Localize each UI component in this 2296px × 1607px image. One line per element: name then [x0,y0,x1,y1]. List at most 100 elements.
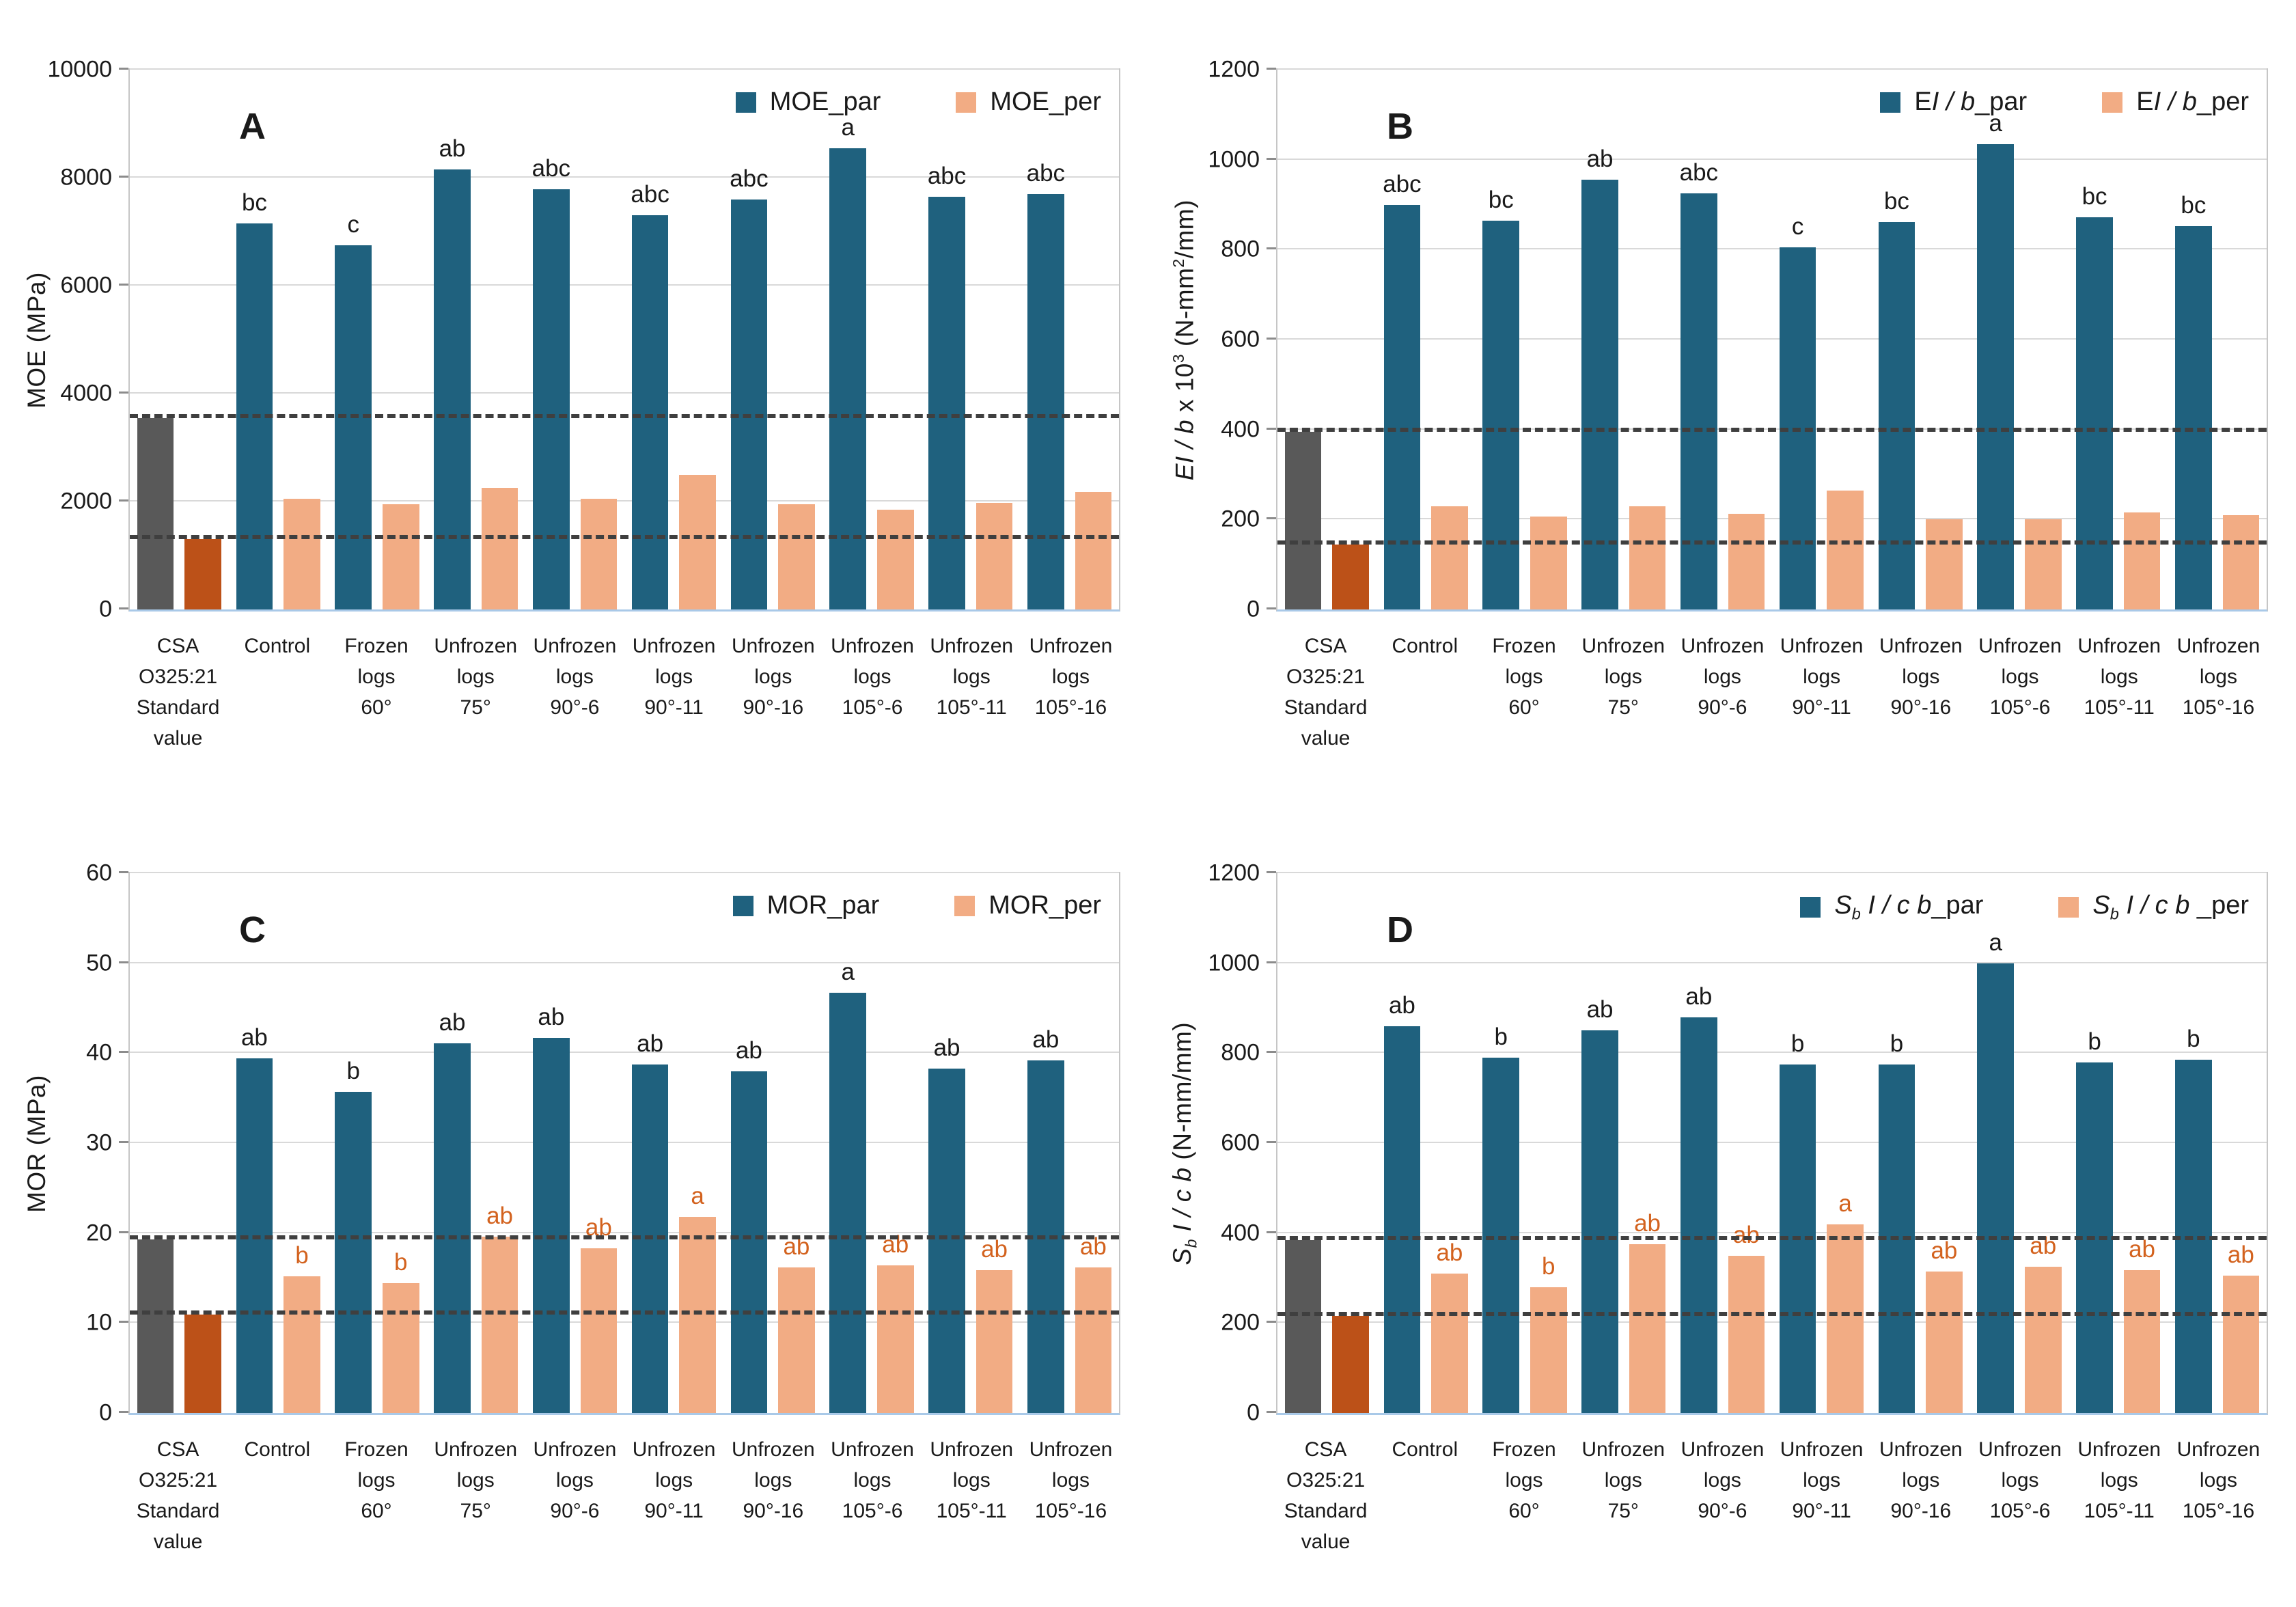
significance-letter: ab [1685,983,1713,1010]
x-axis-category-label: Unfrozen logs 90°-6 [525,618,624,754]
x-axis-category-line: 105°-6 [842,696,903,719]
text-fragment: S [1168,1248,1197,1265]
x-axis-category-label: Unfrozen logs 75° [426,1422,525,1557]
x-axis-category-line: Unfrozen [434,1438,518,1461]
x-axis-category-line: 90°-16 [743,1500,804,1522]
bar-parallel [1482,220,1520,609]
y-axis-tick-label: 2000 [60,488,112,514]
x-axis-category-label: Unfrozen logs 90°-16 [723,1422,822,1557]
gridline [1277,1052,2267,1054]
bar-parallel [1383,1026,1421,1413]
text-fragment: (N-mm [1170,267,1199,354]
x-axis-category-line: logs [1902,1469,1940,1492]
x-axis-category-line: Frozen [344,1438,409,1461]
x-axis-category-label: Control [1375,1422,1474,1557]
bar-perpendicular [184,1315,221,1413]
x-axis-category-label: Control [227,1422,327,1557]
significance-letter: ab [1388,991,1415,1019]
x-axis-category-line: 105°-16 [1034,696,1107,719]
y-axis-tick-mark [1267,1141,1276,1143]
significance-letter: b [394,1249,408,1276]
bar-parallel [1383,204,1421,609]
y-axis-tick-label: 400 [1221,1220,1260,1246]
y-axis-tick-label: 0 [1247,596,1260,622]
x-axis-category-line: Control [1392,1438,1458,1461]
significance-letter: ab [1586,146,1614,173]
text-fragment: 2 [1170,258,1188,268]
legend-swatch-per [956,92,977,113]
panel-A: MOE (MPa) A MOE_par MOE_per 0 2000 4000 6000… [0,0,1148,804]
bar-parallel [335,1091,372,1413]
x-axis-category-label: Unfrozen logs 90°-6 [1673,1422,1772,1557]
significance-letter: ab [735,1036,762,1064]
y-axis-tick-label: 50 [86,950,112,976]
x-axis-category-line: 90°-6 [550,1500,600,1522]
text-fragment: I / c b [2118,891,2190,920]
bar-perpendicular [1431,1273,1468,1413]
bar-perpendicular [283,499,320,609]
bar-parallel [730,199,768,609]
y-axis-tick-mark [1267,427,1276,430]
text-fragment: EI / b [1170,419,1199,481]
x-axis-category-line: Unfrozen [731,1438,815,1461]
bar-perpendicular [1629,506,1666,609]
x-axis-category-line: Control [244,1438,311,1461]
bar-perpendicular [1827,1224,1864,1413]
significance-letter: bc [2181,192,2207,219]
bar-parallel [928,196,965,609]
x-axis-category-line: value [1301,1530,1351,1553]
significance-letter: bc [2081,182,2107,210]
bar-perpendicular [876,1265,914,1413]
significance-letter: c [1791,213,1804,241]
x-axis-category-label: Frozen logs 60° [327,1422,426,1557]
bar-perpendicular [679,474,716,609]
text-fragment: b [1182,1238,1200,1248]
legend-swatch-per [2058,896,2079,918]
x-axis-category-line: Unfrozen [1680,635,1765,657]
panel-B-x-axis-labels: CSA O325:21 Standard value Control Frozen logs… [1276,618,2268,754]
y-axis-tick-mark [1267,1051,1276,1054]
bar-perpendicular [1332,1316,1369,1413]
gridline [130,1321,1119,1323]
bar-parallel [1581,1030,1618,1413]
x-axis-category-line: logs [2199,1469,2237,1492]
panel-D-x-axis-labels: CSA O325:21 Standard value Control Frozen logs… [1276,1422,2268,1557]
x-axis-category-line: Unfrozen [632,635,716,657]
bar-perpendicular [1629,1244,1666,1413]
bar-parallel [1581,180,1618,609]
panel-B-y-axis-label: EI / b x 103 (N-mm2/mm) [1163,68,1206,612]
y-axis-tick-label: 1200 [1208,860,1260,886]
x-axis-category-line: 90°-16 [1890,696,1952,719]
y-axis-tick-label: 1200 [1208,56,1260,83]
x-axis-category-line: Unfrozen [1978,1438,2062,1461]
x-axis-category-line: logs [1051,1469,1090,1492]
bar-parallel [1680,193,1717,609]
bar-parallel [137,1239,174,1413]
x-axis-category-label: Unfrozen logs 105°-6 [1970,618,2069,754]
text-fragment: MOR (MPa) [23,1074,51,1213]
bar-perpendicular [2222,1276,2260,1413]
y-axis-tick-mark [119,607,128,609]
gridline [1277,68,2267,70]
bar-perpendicular [481,1236,518,1413]
legend-label: MOE_per [990,87,1101,117]
y-axis-tick-mark [119,499,128,502]
bar-perpendicular [580,1248,618,1413]
bar-parallel [1284,1239,1322,1413]
bar-perpendicular [2024,1267,2062,1413]
text-fragment: (N-mm/mm) [1168,1021,1197,1168]
panel-A-letter: A [239,106,266,147]
gridline [130,176,1119,178]
legend-item-per: MOE_per [956,87,1101,117]
legend-item-par: Sb I / c b_par [1800,891,1983,924]
y-axis-tick-mark [1267,338,1276,340]
x-axis-category-line: logs [357,665,396,688]
y-axis-tick-label: 200 [1221,506,1260,532]
y-axis-tick-mark [119,1231,128,1233]
significance-letter: b [346,1057,360,1084]
x-axis-category-line: 105°-6 [842,1500,903,1522]
bar-parallel [434,169,471,609]
x-axis-category-line: value [153,1530,203,1553]
bar-parallel [533,189,570,609]
x-axis-category-label: Unfrozen logs 90°-11 [624,1422,723,1557]
